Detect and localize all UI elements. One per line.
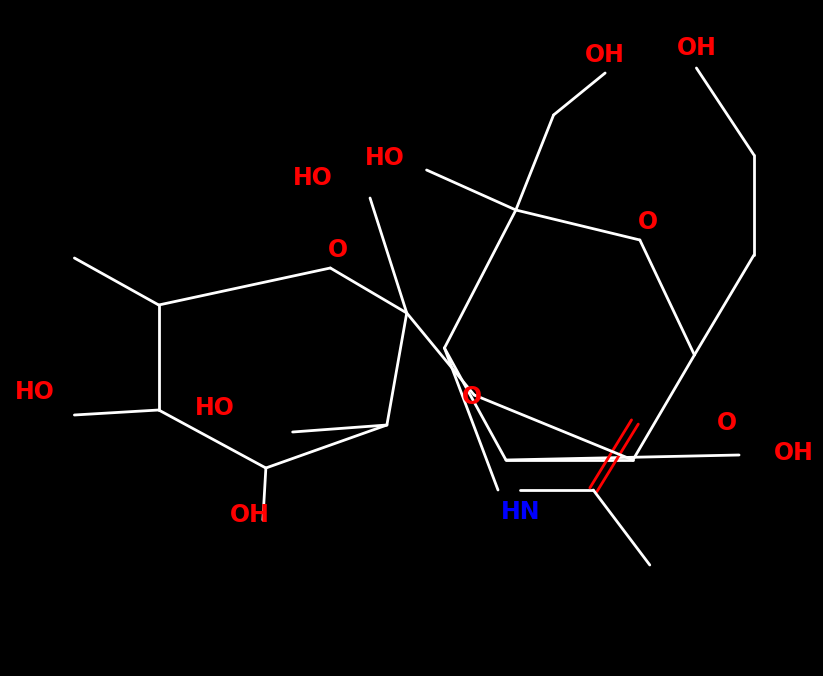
Text: HO: HO [195,396,235,420]
Text: HO: HO [15,380,54,404]
Text: HO: HO [365,146,405,170]
Text: OH: OH [774,441,814,465]
Text: OH: OH [230,503,270,527]
Text: O: O [328,238,348,262]
Text: HN: HN [501,500,541,524]
Text: HO: HO [292,166,332,190]
Text: O: O [463,385,482,409]
Text: O: O [638,210,658,234]
Text: O: O [717,411,737,435]
Text: OH: OH [677,36,716,60]
Text: OH: OH [585,43,625,67]
